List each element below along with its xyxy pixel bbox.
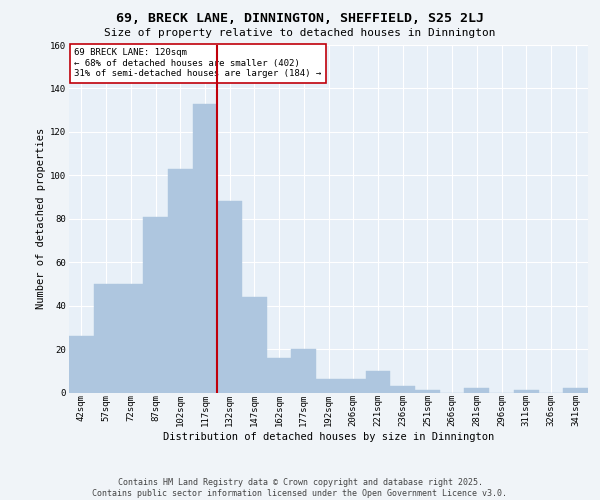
Bar — [193, 104, 217, 393]
Bar — [94, 284, 118, 393]
Bar — [316, 380, 341, 392]
Bar — [464, 388, 489, 392]
Bar — [217, 202, 242, 392]
Bar — [341, 380, 365, 392]
Text: Contains HM Land Registry data © Crown copyright and database right 2025.
Contai: Contains HM Land Registry data © Crown c… — [92, 478, 508, 498]
Bar — [514, 390, 539, 392]
X-axis label: Distribution of detached houses by size in Dinnington: Distribution of detached houses by size … — [163, 432, 494, 442]
Bar — [242, 297, 267, 392]
Bar — [390, 386, 415, 392]
Bar — [168, 169, 193, 392]
Bar — [143, 216, 168, 392]
Bar — [118, 284, 143, 393]
Y-axis label: Number of detached properties: Number of detached properties — [36, 128, 46, 310]
Text: 69 BRECK LANE: 120sqm
← 68% of detached houses are smaller (402)
31% of semi-det: 69 BRECK LANE: 120sqm ← 68% of detached … — [74, 48, 322, 78]
Bar — [415, 390, 440, 392]
Text: Size of property relative to detached houses in Dinnington: Size of property relative to detached ho… — [104, 28, 496, 38]
Bar — [292, 349, 316, 393]
Bar — [365, 371, 390, 392]
Bar — [267, 358, 292, 392]
Bar — [563, 388, 588, 392]
Bar — [69, 336, 94, 392]
Text: 69, BRECK LANE, DINNINGTON, SHEFFIELD, S25 2LJ: 69, BRECK LANE, DINNINGTON, SHEFFIELD, S… — [116, 12, 484, 26]
